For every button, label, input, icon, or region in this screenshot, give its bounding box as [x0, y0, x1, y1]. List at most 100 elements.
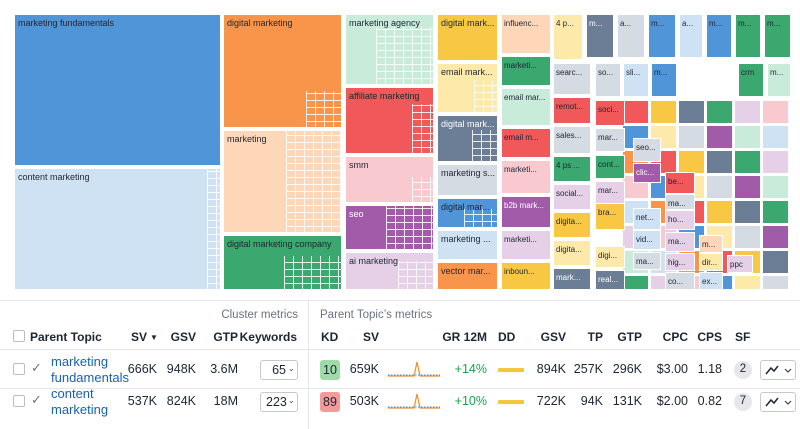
treemap-tile[interactable]: marketi... [501, 160, 551, 194]
treemap-tile[interactable]: influenc... [501, 14, 551, 54]
treemap-tile[interactable]: m... [699, 235, 723, 253]
tile-subgrid [474, 80, 497, 112]
tile-label: digital mark... [441, 18, 495, 28]
treemap-tile[interactable]: vector mar... [437, 262, 498, 290]
treemap-tile[interactable]: m... [706, 14, 732, 58]
column-header[interactable]: CPS [697, 330, 722, 344]
treemap-tile[interactable]: b2b mark... [501, 196, 551, 228]
treemap-tile[interactable]: 4 ps ... [553, 156, 591, 182]
treemap-tile[interactable]: cont... [595, 155, 625, 179]
treemap-tile[interactable]: a... [679, 14, 703, 58]
treemap-tile[interactable]: ai marketing [345, 252, 434, 290]
treemap-tile[interactable]: clic... [633, 163, 661, 183]
column-header[interactable]: SF [735, 330, 751, 344]
treemap-tile[interactable]: marketing s... [437, 164, 498, 196]
treemap-tile[interactable]: digital marketing [223, 14, 342, 128]
treemap-tile[interactable]: digital mark... [437, 115, 498, 162]
treemap-tile[interactable]: ma... [633, 252, 661, 270]
treemap-tile[interactable]: hig... [665, 253, 695, 271]
treemap-tile[interactable]: digita... [553, 212, 591, 238]
treemap-tile[interactable]: digital mark... [437, 14, 498, 61]
treemap-tile[interactable]: soci... [595, 100, 625, 126]
tile-label: hig... [668, 258, 686, 267]
treemap-tile[interactable]: be... [665, 172, 695, 194]
treemap-tile[interactable]: email mark... [437, 63, 498, 113]
column-header[interactable]: GR 12M [442, 330, 487, 344]
treemap-tile[interactable]: social... [553, 184, 591, 210]
column-header[interactable]: SV [130, 330, 147, 344]
cell: 948K [166, 362, 196, 376]
treemap-tile[interactable]: m... [586, 14, 614, 58]
column-header[interactable]: GSV [170, 330, 196, 344]
column-header[interactable]: Keywords [239, 330, 297, 344]
treemap-tile[interactable]: m... [764, 14, 791, 58]
keywords-dropdown[interactable]: 65 ⌄ [260, 360, 298, 380]
treemap-tile[interactable]: marketi... [501, 230, 551, 260]
treemap-tile[interactable]: seo... [633, 138, 661, 162]
treemap-tile[interactable]: 4 p... [553, 14, 583, 60]
treemap-tile[interactable]: ppc [727, 255, 753, 273]
treemap-tile[interactable]: a... [617, 14, 645, 58]
treemap-tile[interactable]: bra... [595, 203, 625, 230]
checkbox[interactable] [13, 330, 25, 342]
treemap-tile[interactable]: ho... [665, 210, 695, 230]
column-header[interactable]: SV [362, 330, 379, 344]
treemap-tile[interactable]: inboun... [501, 262, 551, 290]
treemap-tile[interactable]: seo [345, 205, 434, 250]
treemap-tile[interactable]: vid... [633, 230, 661, 250]
treemap-tile[interactable]: content marketing [14, 168, 221, 290]
treemap-tile[interactable]: marketing agency [345, 14, 434, 85]
treemap-tile[interactable]: searc... [553, 63, 591, 95]
treemap-tile[interactable]: digita... [553, 240, 591, 266]
treemap-tile[interactable]: marketing fundamentals [14, 14, 221, 166]
treemap-tile[interactable]: co... [665, 272, 695, 290]
treemap-tile[interactable]: remot... [553, 97, 591, 124]
treemap-tile[interactable]: ma... [665, 232, 695, 252]
treemap-tile[interactable]: net... [633, 208, 661, 230]
treemap-tile[interactable]: sli... [623, 63, 649, 97]
treemap-tile[interactable]: digi... [595, 246, 625, 268]
treemap-tile[interactable]: m... [648, 14, 676, 58]
treemap-tile[interactable]: so... [595, 63, 621, 97]
checkbox[interactable] [13, 395, 25, 407]
keywords-dropdown[interactable]: 223 ⌄ [260, 392, 298, 412]
column-header[interactable]: DD [498, 330, 516, 344]
topic-link[interactable]: content marketing [51, 386, 109, 417]
treemap-tile[interactable]: ex... [699, 272, 723, 290]
treemap-tile[interactable]: digital marketing company [223, 235, 342, 290]
treemap-tile[interactable]: mar... [595, 181, 625, 205]
treemap-tile[interactable]: m... [651, 63, 677, 97]
treemap-tile[interactable]: m... [735, 14, 761, 58]
treemap-tile[interactable]: sales... [553, 126, 591, 154]
column-header[interactable]: GTP [617, 330, 642, 344]
column-header[interactable]: GTP [213, 330, 238, 344]
treemap-tile[interactable]: ma... [665, 194, 695, 210]
treemap-tile[interactable]: real... [595, 270, 625, 290]
treemap-tile[interactable]: dir... [699, 253, 723, 271]
column-header[interactable]: CPC [662, 330, 688, 344]
trend-button[interactable] [760, 360, 796, 380]
treemap-tile[interactable]: crm [738, 63, 764, 97]
checkbox[interactable] [13, 363, 25, 375]
tile-label: mark... [556, 273, 581, 282]
treemap-tile[interactable]: smm [345, 156, 434, 203]
topic-link[interactable]: marketing fundamentals [51, 354, 130, 385]
treemap-tile[interactable]: m... [767, 63, 791, 97]
treemap-tile[interactable]: marketing [223, 130, 342, 233]
treemap-tile[interactable]: digital mar... [437, 198, 498, 228]
sort-arrow[interactable]: ▼ [150, 333, 158, 342]
column-header[interactable]: TP [587, 330, 603, 344]
column-header[interactable]: KD [321, 330, 339, 344]
treemap-cell [762, 250, 789, 274]
cell: 666K [127, 362, 157, 376]
column-header[interactable]: GSV [540, 330, 566, 344]
trend-button[interactable] [760, 392, 796, 412]
treemap-tile[interactable]: email m... [501, 128, 551, 158]
treemap-tile[interactable]: mark... [553, 268, 591, 290]
treemap-tile[interactable]: marketing ... [437, 230, 498, 260]
tile-label: marketing [227, 134, 267, 144]
treemap-tile[interactable]: email mar... [501, 88, 551, 126]
treemap-tile[interactable]: affiliate marketing [345, 87, 434, 154]
treemap-tile[interactable]: mar... [595, 128, 625, 152]
treemap-tile[interactable]: marketi... [501, 56, 551, 86]
